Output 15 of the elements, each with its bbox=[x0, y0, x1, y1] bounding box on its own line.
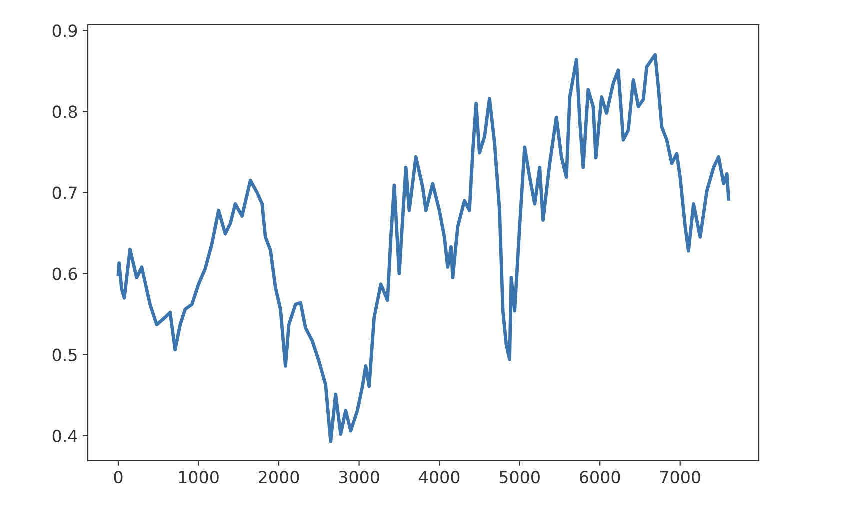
y-tick-label: 0.7 bbox=[52, 186, 77, 200]
y-tick-label: 0.8 bbox=[52, 106, 78, 118]
y-tick-label: 0.4 bbox=[52, 430, 78, 442]
x-tick-label: 1000 bbox=[179, 471, 219, 484]
x-tick-label: 0 bbox=[114, 471, 123, 484]
y-tick-label: 0.5 bbox=[52, 348, 77, 362]
x-tick-label: 5000 bbox=[500, 471, 540, 484]
y-tick-label: 0.6 bbox=[52, 268, 78, 280]
x-tick-label: 6000 bbox=[580, 471, 620, 484]
x-tick-label: 3000 bbox=[339, 471, 380, 484]
x-tick-label: 2000 bbox=[259, 471, 300, 484]
y-tick-label: 0.9 bbox=[52, 24, 78, 38]
line-series bbox=[116, 53, 730, 444]
x-tick-label: 7000 bbox=[660, 471, 700, 484]
x-tick-label: 4000 bbox=[419, 471, 460, 484]
